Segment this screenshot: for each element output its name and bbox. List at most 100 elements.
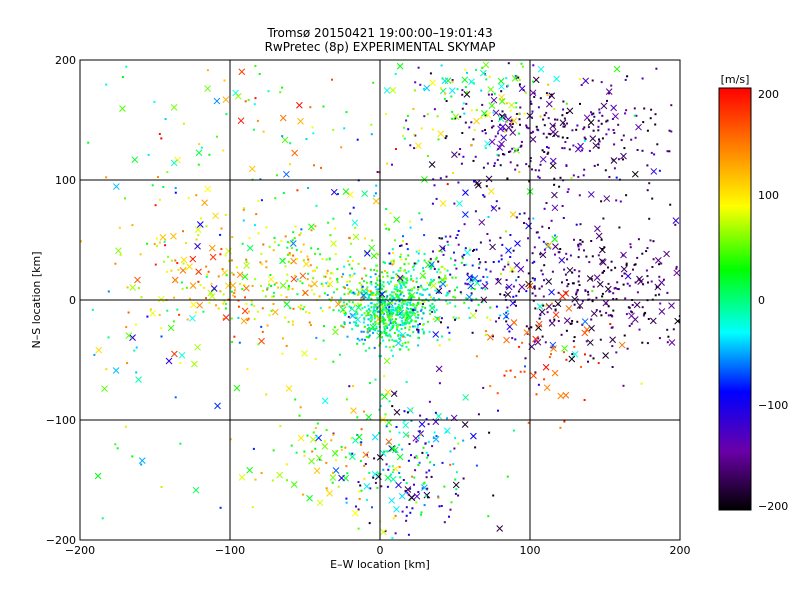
scatter-cross-mark [452, 113, 460, 120]
scatter-dot-mark [393, 239, 396, 242]
scatter-dot-mark [153, 243, 156, 246]
scatter-dot-mark [407, 533, 410, 536]
scatter-dot-mark [603, 270, 606, 272]
scatter-dot-mark [446, 183, 449, 186]
scatter-dot-mark [573, 269, 576, 272]
scatter-dot-mark [366, 331, 369, 333]
scatter-dot-mark [505, 230, 507, 233]
scatter-cross-mark [598, 246, 606, 254]
scatter-dot-mark [502, 153, 504, 156]
scatter-dot-mark [388, 282, 391, 285]
scatter-dot-mark [442, 253, 445, 256]
scatter-dot-mark [543, 248, 546, 251]
scatter-dot-mark [654, 113, 657, 116]
scatter-dot-mark [464, 86, 467, 88]
scatter-dot-mark [500, 90, 503, 93]
scatter-dot-mark [617, 123, 620, 126]
scatter-dot-mark [542, 118, 545, 121]
scatter-dot-mark [114, 443, 117, 446]
scatter-cross-mark [631, 316, 639, 323]
scatter-dot-mark [583, 139, 586, 142]
scatter-dot-mark [514, 74, 517, 77]
scatter-dot-mark [432, 178, 435, 181]
scatter-dot-mark [300, 228, 303, 231]
scatter-dot-mark [352, 291, 355, 294]
scatter-dot-mark [591, 79, 594, 82]
scatter-dot-mark [390, 315, 393, 318]
scatter-cross-mark [355, 433, 363, 441]
scatter-dot-mark [281, 86, 284, 89]
scatter-dot-mark [382, 307, 385, 310]
scatter-dot-mark [160, 137, 163, 140]
scatter-dot-mark [440, 64, 443, 67]
scatter-dot-mark [530, 131, 533, 134]
scatter-dot-mark [582, 174, 585, 177]
scatter-dot-mark [539, 253, 542, 256]
scatter-dot-mark [430, 278, 433, 281]
scatter-dot-mark [356, 337, 359, 340]
scatter-cross-mark [565, 305, 573, 312]
scatter-dot-mark [328, 258, 331, 261]
scatter-dot-mark [331, 296, 333, 299]
scatter-dot-mark [208, 301, 211, 304]
scatter-dot-mark [394, 392, 397, 395]
scatter-dot-mark [535, 393, 538, 396]
scatter-dot-mark [325, 429, 328, 431]
scatter-dot-mark [424, 442, 427, 445]
scatter-dot-mark [444, 92, 447, 95]
scatter-dot-mark [219, 233, 222, 236]
scatter-dot-mark [180, 281, 183, 284]
scatter-dot-mark [500, 258, 503, 261]
scatter-dot-mark [527, 237, 529, 240]
scatter-dot-mark [395, 148, 397, 150]
scatter-dot-mark [454, 276, 457, 279]
scatter-dot-mark [314, 225, 317, 228]
scatter-dot-mark [532, 299, 535, 302]
scatter-dot-mark [358, 490, 361, 493]
scatter-dot-mark [654, 294, 657, 297]
scatter-dot-mark [439, 271, 442, 274]
scatter-dot-mark [326, 489, 329, 492]
scatter-dot-mark [559, 248, 562, 250]
scatter-dot-mark [549, 95, 551, 98]
scatter-dot-mark [462, 439, 465, 442]
scatter-dot-mark [482, 386, 485, 389]
scatter-cross-mark [115, 247, 122, 255]
scatter-dot-mark [520, 140, 523, 143]
scatter-cross-mark [370, 252, 378, 260]
scatter-dot-mark [429, 259, 432, 262]
scatter-dot-mark [445, 135, 448, 138]
scatter-dot-mark [195, 194, 198, 197]
scatter-dot-mark [291, 320, 294, 323]
scatter-dot-mark [565, 112, 568, 114]
scatter-cross-mark [658, 279, 665, 286]
scatter-dot-mark [492, 335, 494, 338]
scatter-dot-mark [401, 321, 404, 324]
scatter-cross-mark [351, 509, 359, 517]
scatter-dot-mark [391, 302, 394, 304]
scatter-dot-mark [612, 309, 615, 312]
scatter-dot-mark [454, 259, 457, 262]
scatter-cross-mark [338, 474, 345, 482]
scatter-dot-mark [348, 300, 351, 303]
scatter-dot-mark [380, 393, 383, 396]
scatter-dot-mark [601, 137, 604, 140]
scatter-dot-mark [381, 335, 383, 338]
scatter-dot-mark [439, 237, 442, 240]
scatter-dot-mark [396, 296, 399, 299]
scatter-dot-mark [408, 292, 411, 295]
scatter-dot-mark [563, 125, 566, 128]
scatter-dot-mark [333, 326, 336, 329]
scatter-dot-mark [349, 255, 352, 258]
scatter-dot-mark [523, 222, 525, 224]
scatter-dot-mark [566, 122, 568, 125]
scatter-cross-mark [603, 195, 611, 202]
scatter-dot-mark [409, 487, 412, 490]
scatter-dot-mark [484, 333, 487, 336]
scatter-dot-mark [384, 261, 386, 264]
scatter-dot-mark [366, 286, 369, 289]
scatter-dot-mark [526, 259, 528, 262]
scatter-dot-mark [502, 98, 505, 101]
scatter-dot-mark [107, 290, 110, 293]
scatter-dot-mark [435, 256, 438, 259]
